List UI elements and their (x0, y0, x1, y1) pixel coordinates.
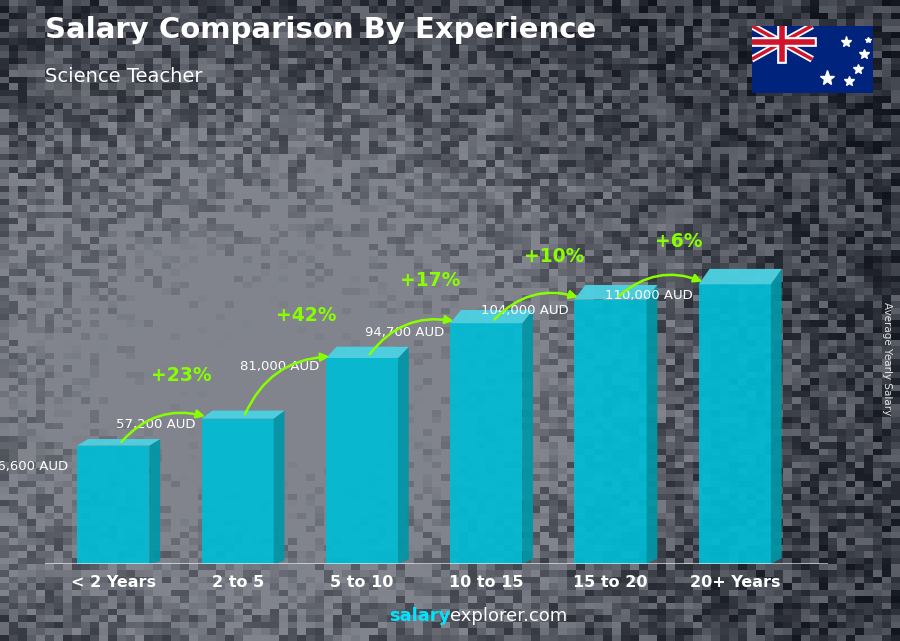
Polygon shape (574, 285, 657, 299)
Polygon shape (450, 323, 522, 564)
Text: 57,200 AUD: 57,200 AUD (116, 418, 195, 431)
Text: Average Yearly Salary: Average Yearly Salary (881, 303, 892, 415)
Polygon shape (698, 269, 781, 285)
Polygon shape (770, 269, 781, 564)
Text: Salary Comparison By Experience: Salary Comparison By Experience (45, 16, 596, 44)
Polygon shape (274, 411, 284, 564)
Polygon shape (574, 299, 646, 564)
Text: 46,600 AUD: 46,600 AUD (0, 460, 68, 474)
Text: +6%: +6% (655, 232, 703, 251)
Polygon shape (450, 310, 533, 323)
Polygon shape (522, 310, 533, 564)
Text: 81,000 AUD: 81,000 AUD (240, 360, 320, 373)
Text: +17%: +17% (400, 271, 461, 290)
Polygon shape (77, 445, 149, 564)
Polygon shape (202, 419, 274, 564)
Text: salary: salary (389, 607, 450, 625)
Polygon shape (698, 285, 770, 564)
Text: +10%: +10% (525, 247, 585, 266)
Text: 104,000 AUD: 104,000 AUD (481, 304, 568, 317)
Text: 110,000 AUD: 110,000 AUD (605, 289, 692, 302)
Polygon shape (326, 347, 409, 358)
Polygon shape (149, 439, 160, 564)
Text: Science Teacher: Science Teacher (45, 67, 202, 87)
Text: +42%: +42% (275, 306, 337, 325)
Text: explorer.com: explorer.com (450, 607, 567, 625)
Polygon shape (398, 347, 409, 564)
Text: +23%: +23% (151, 366, 212, 385)
Polygon shape (77, 439, 160, 445)
Polygon shape (646, 285, 657, 564)
Polygon shape (202, 411, 284, 419)
Polygon shape (326, 358, 398, 564)
Text: 94,700 AUD: 94,700 AUD (364, 326, 444, 339)
